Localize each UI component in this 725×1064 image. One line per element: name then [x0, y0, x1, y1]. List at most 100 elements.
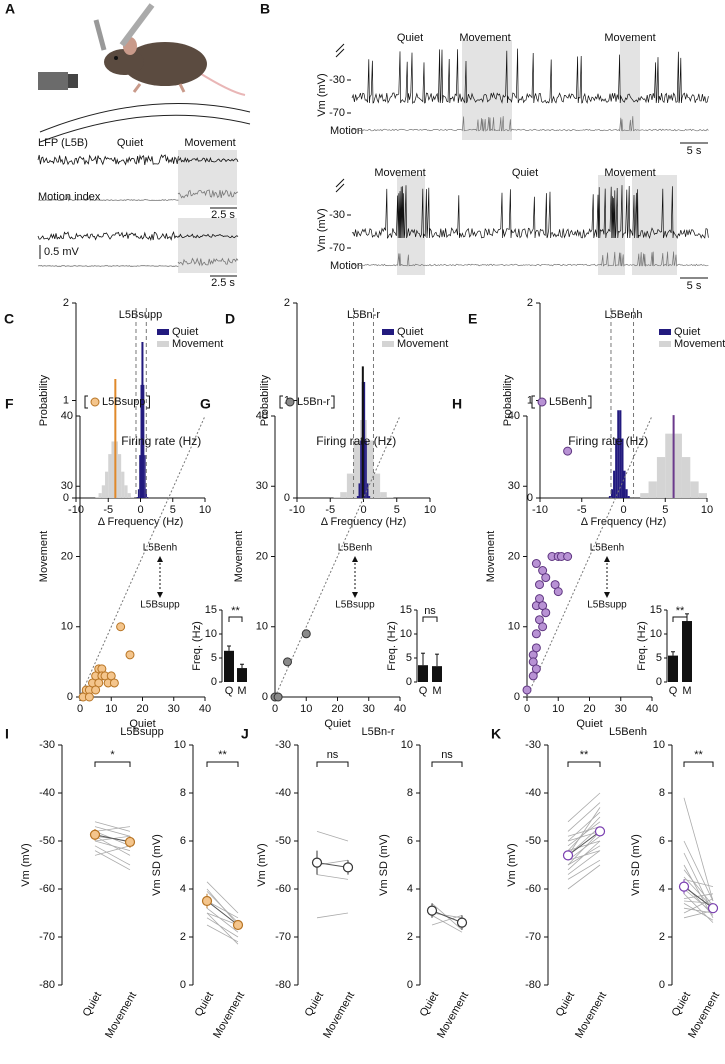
- scale-label: 5 s: [687, 280, 702, 292]
- panel-letter: E: [468, 311, 477, 327]
- cell-line: [683, 910, 714, 919]
- panel-letter: K: [491, 726, 501, 742]
- legend-label: L5Benh: [549, 396, 587, 408]
- y-tick-label: -80: [275, 979, 291, 991]
- y-tick-label: 8: [659, 787, 665, 799]
- trace: [177, 233, 239, 239]
- legend-label: Movement: [397, 338, 448, 350]
- y-tick-label: -70: [275, 931, 291, 943]
- cell-line: [206, 912, 239, 926]
- significance: **: [218, 749, 227, 761]
- mean-marker: [562, 850, 574, 861]
- panel-letter: B: [260, 1, 270, 17]
- panel-letter: F: [5, 396, 14, 412]
- data-point: [553, 587, 563, 597]
- scale-label: 0.5 mV: [44, 246, 80, 258]
- chart-title: L5Benh: [605, 309, 643, 321]
- y-tick-label: 1: [63, 394, 69, 406]
- y-tick-label: 20: [508, 550, 520, 562]
- cell-line: [567, 831, 601, 866]
- significance: **: [580, 749, 589, 761]
- y-tick-label: 6: [407, 835, 413, 847]
- inset-bar: [224, 650, 234, 682]
- y-tick-label: -30: [525, 739, 541, 751]
- cell-line: [567, 845, 601, 866]
- histogram-bar: [333, 497, 341, 498]
- mean-marker: [707, 903, 719, 914]
- y-axis-label: Movement: [233, 531, 245, 582]
- x-tick-label: Quiet: [303, 990, 327, 1019]
- data-point: [116, 622, 126, 632]
- inset-category: M: [432, 685, 441, 697]
- period-label: Movement: [459, 32, 510, 44]
- y-axis-label: Probability: [38, 374, 50, 426]
- data-point: [125, 650, 135, 660]
- mean-marker: [232, 919, 244, 931]
- x-tick-label: 0: [137, 504, 143, 516]
- histogram-bar: [681, 457, 691, 498]
- mouse-eye: [114, 56, 118, 60]
- period-label: Quiet: [512, 167, 538, 179]
- significance-bracket: [683, 761, 714, 767]
- inset-y-tick-label: 10: [400, 628, 412, 640]
- annotation: L5Bsupp: [335, 600, 375, 611]
- legend-marker: [90, 397, 100, 407]
- x-tick-label: -5: [103, 504, 113, 516]
- chart-title: L5Bn-r: [347, 309, 380, 321]
- data-point: [522, 685, 532, 695]
- histogram-bar: [353, 440, 361, 498]
- significance-bracket: [422, 616, 438, 622]
- x-axis-label: Quiet: [324, 718, 350, 730]
- camera-lens: [68, 74, 78, 88]
- cell-line: [567, 826, 601, 837]
- inset-bar: [432, 666, 442, 682]
- histogram-bar: [95, 497, 99, 498]
- mean-marker: [426, 905, 438, 916]
- significance: **: [231, 605, 240, 617]
- histogram-bar: [127, 493, 131, 498]
- y-tick-label: -50: [275, 835, 291, 847]
- x-tick-label: 10: [105, 703, 117, 715]
- cell-line: [316, 859, 349, 866]
- legend-bracket: [531, 395, 535, 409]
- histogram-bar: [130, 497, 135, 498]
- y-tick-label: -60: [525, 883, 541, 895]
- legend-label: Quiet: [397, 326, 423, 338]
- wheel: [39, 103, 251, 133]
- electrode: [119, 3, 155, 47]
- histogram-bar: [368, 496, 371, 498]
- mean-line: [94, 834, 131, 843]
- legend-marker: [537, 397, 547, 407]
- cell-line: [94, 826, 131, 837]
- panel-letter: C: [4, 311, 14, 327]
- trace: [351, 251, 709, 268]
- y-tick-label: 1: [527, 394, 533, 406]
- chart-title: L5Benh: [609, 726, 647, 738]
- movement-shading: [178, 150, 237, 205]
- histogram-bar: [356, 496, 359, 498]
- trace: [37, 154, 179, 166]
- cell-line: [94, 821, 131, 832]
- mean-line: [567, 831, 601, 856]
- y-axis-label: Vm (mV): [256, 843, 268, 886]
- y-tick-label: 0: [407, 979, 413, 991]
- annotation: L5Benh: [143, 543, 177, 554]
- y-tick-label: 8: [180, 787, 186, 799]
- scale-label: 2.5 s: [211, 209, 235, 221]
- x-tick-label: 20: [331, 703, 343, 715]
- legend-swatch: [382, 341, 394, 347]
- data-point: [538, 622, 548, 632]
- histogram-bar: [608, 496, 611, 498]
- movement-shading: [462, 40, 512, 140]
- y-tick-label: 10: [508, 621, 520, 633]
- histogram-bar: [340, 492, 347, 498]
- y-tick-label: 0: [514, 691, 520, 703]
- y-tick-label: 0: [63, 492, 69, 504]
- x-tick-label: Movement: [435, 990, 471, 1040]
- y-tick-label: 40: [61, 410, 73, 422]
- histogram-bar: [619, 410, 622, 498]
- histogram-bar: [386, 497, 394, 498]
- x-axis-label: Quiet: [129, 718, 155, 730]
- y-tick-label: -70: [329, 242, 345, 254]
- legend-marker: [285, 397, 295, 407]
